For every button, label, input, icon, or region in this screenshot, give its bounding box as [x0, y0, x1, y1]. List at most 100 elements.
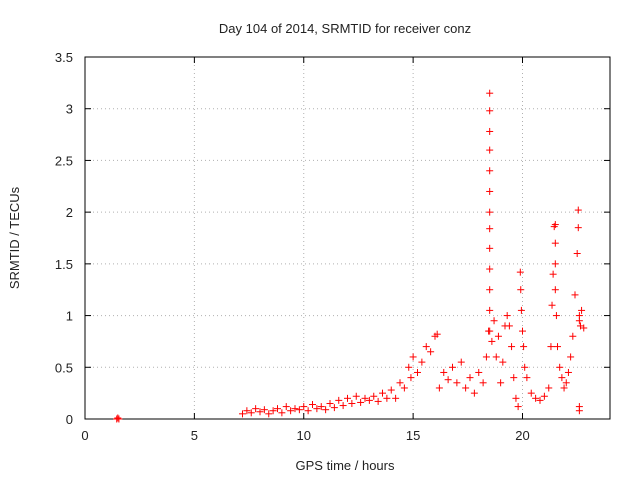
- data-point: [475, 368, 483, 376]
- data-point: [551, 239, 559, 247]
- data-point: [499, 358, 507, 366]
- data-point: [453, 379, 461, 387]
- data-point: [243, 407, 251, 415]
- data-point: [462, 384, 470, 392]
- data-point: [278, 409, 286, 417]
- data-point: [575, 312, 583, 320]
- data-point: [520, 343, 528, 351]
- data-point: [433, 330, 441, 338]
- data-point: [551, 286, 559, 294]
- data-point: [287, 407, 295, 415]
- data-point: [536, 396, 544, 404]
- data-point: [400, 384, 408, 392]
- data-point: [532, 394, 540, 402]
- data-point: [444, 376, 452, 384]
- data-point: [482, 353, 490, 361]
- data-point: [440, 368, 448, 376]
- y-tick-label: 0.5: [55, 360, 73, 375]
- y-axis-label: SRMTID / TECUs: [7, 186, 22, 289]
- data-point: [265, 410, 273, 418]
- data-point: [486, 265, 494, 273]
- data-point: [547, 343, 555, 351]
- data-point: [361, 394, 369, 402]
- data-point: [379, 389, 386, 397]
- data-point: [392, 394, 400, 402]
- data-point: [560, 384, 568, 392]
- x-tick-label: 5: [191, 428, 198, 443]
- data-point: [414, 368, 421, 376]
- data-point: [352, 392, 360, 400]
- data-point: [486, 225, 494, 233]
- grid-layer: [85, 57, 610, 419]
- data-point: [519, 327, 526, 335]
- data-point: [558, 374, 566, 382]
- data-point: [517, 306, 525, 314]
- data-point: [575, 407, 583, 415]
- data-point: [300, 403, 308, 411]
- data-point: [427, 348, 435, 356]
- data-point: [313, 405, 321, 413]
- data-point: [564, 368, 572, 376]
- data-point: [497, 379, 505, 387]
- data-point: [322, 406, 330, 414]
- data-point: [494, 332, 502, 340]
- data-point: [282, 403, 290, 411]
- data-point: [551, 260, 559, 268]
- y-tick-label: 3.5: [55, 50, 73, 65]
- data-point: [344, 394, 351, 402]
- data-point: [317, 403, 325, 411]
- x-tick-label: 10: [297, 428, 311, 443]
- data-point: [554, 343, 561, 351]
- data-point: [556, 363, 564, 371]
- x-axis-label: GPS time / hours: [296, 458, 395, 473]
- data-point: [383, 394, 391, 402]
- data-point: [503, 312, 511, 320]
- data-point: [387, 386, 395, 394]
- data-point: [514, 403, 522, 411]
- data-point: [335, 396, 343, 404]
- data-point: [348, 399, 356, 407]
- data-point: [405, 363, 413, 371]
- data-point: [562, 379, 570, 387]
- data-point: [326, 399, 334, 407]
- x-tick-label: 20: [515, 428, 529, 443]
- data-point: [486, 244, 494, 252]
- data-point: [516, 268, 524, 276]
- data-point: [573, 250, 581, 258]
- data-point: [549, 270, 557, 278]
- data-point: [486, 286, 494, 294]
- y-tick-label: 2: [66, 205, 73, 220]
- data-point: [479, 379, 487, 387]
- data-point: [466, 374, 474, 382]
- data-point: [486, 306, 494, 314]
- tick-layer: 0 5 10 15 20 0 0.5 1 1.5 2 2.5 3 3.5: [55, 50, 610, 443]
- data-point: [449, 363, 456, 371]
- data-point: [239, 410, 246, 418]
- data-point: [365, 396, 373, 404]
- data-point: [548, 301, 556, 309]
- data-point: [269, 407, 277, 415]
- plot-frame: [84, 56, 611, 420]
- data-point: [339, 402, 347, 410]
- data-point: [291, 405, 299, 413]
- data-points: [113, 89, 588, 423]
- data-point: [527, 389, 535, 397]
- data-point: [470, 389, 478, 397]
- data-point: [486, 146, 494, 154]
- data-point: [508, 343, 516, 351]
- data-point: [505, 322, 513, 330]
- data-point: [370, 392, 378, 400]
- y-tick-label: 1: [66, 309, 73, 324]
- data-point: [512, 394, 520, 402]
- data-point: [523, 374, 531, 382]
- data-point: [486, 107, 494, 115]
- data-point: [260, 406, 268, 414]
- data-point: [256, 408, 264, 416]
- data-point: [396, 379, 404, 387]
- data-point: [486, 89, 494, 97]
- data-point: [574, 206, 582, 214]
- data-point: [295, 406, 303, 414]
- data-point: [580, 324, 588, 332]
- data-point: [490, 317, 498, 325]
